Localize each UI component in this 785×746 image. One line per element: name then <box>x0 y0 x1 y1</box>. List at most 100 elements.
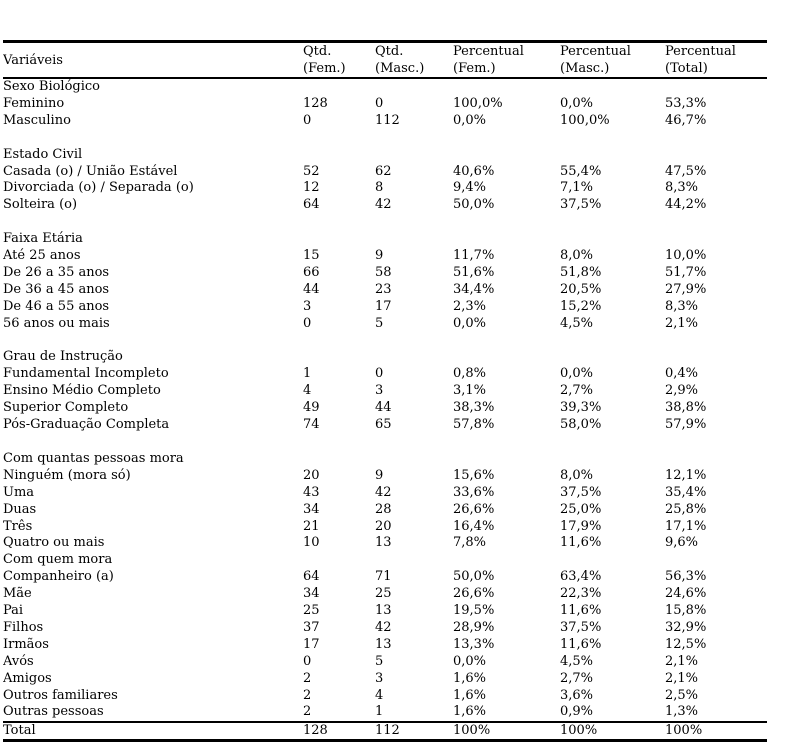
row-value: 12,1% <box>665 467 707 483</box>
row-value: 2 <box>303 670 312 686</box>
row-value: 44,2% <box>665 197 707 213</box>
row-value: 2,7% <box>560 383 594 399</box>
row-value: 34 <box>303 501 320 517</box>
table-row: De 36 a 45 anos 44 23 34,4% 20,5% 27,9% <box>3 282 767 299</box>
row-value: 13 <box>375 603 392 619</box>
row-value: 4 <box>303 383 312 399</box>
gap-cell <box>3 130 767 147</box>
row-value: 17 <box>303 636 320 652</box>
row-value: 0,9% <box>560 704 594 720</box>
row-value: 50,0% <box>453 569 495 585</box>
row-value: 21 <box>303 518 320 534</box>
table-row: Até 25 anos 15 9 11,7% 8,0% 10,0% <box>3 248 767 265</box>
row-value: 2,7% <box>560 670 594 686</box>
row-value: 0,0% <box>453 112 487 128</box>
row-value: 71 <box>375 569 392 585</box>
row-value: 100,0% <box>560 112 610 128</box>
row-value: 0,0% <box>560 95 594 111</box>
column-header-percentual-total: Percentual (Total) <box>665 41 767 79</box>
row-value: 42 <box>375 619 392 635</box>
row-value: 28 <box>375 501 392 517</box>
row-value: 112 <box>375 112 400 128</box>
row-value: 49 <box>303 400 320 416</box>
gap-row <box>3 333 767 350</box>
total-label: Total <box>3 721 303 741</box>
row-label: De 26 a 35 anos <box>3 264 110 280</box>
table-row: Superior Completo 49 44 38,3% 39,3% 38,8% <box>3 400 767 417</box>
row-value: 7,1% <box>560 180 594 196</box>
gap-row <box>3 214 767 231</box>
row-value: 12 <box>303 180 320 196</box>
table-row: 56 anos ou mais 0 5 0,0% 4,5% 2,1% <box>3 316 767 333</box>
row-value: 25,0% <box>560 501 602 517</box>
section-label: Sexo Biológico <box>3 79 100 94</box>
row-label: Amigos <box>3 670 52 686</box>
row-value: 1 <box>375 704 384 720</box>
total-percentual-fem: 100% <box>453 721 560 741</box>
row-value: 64 <box>303 197 320 213</box>
row-value: 17 <box>375 298 392 314</box>
row-value: 26,6% <box>453 501 495 517</box>
gap-cell <box>3 214 767 231</box>
row-value: 51,6% <box>453 264 495 280</box>
row-value: 37,5% <box>560 619 602 635</box>
row-value: 9,6% <box>665 535 699 551</box>
row-value: 0,4% <box>665 366 699 382</box>
row-value: 17,9% <box>560 518 602 534</box>
row-value: 0 <box>303 315 312 331</box>
row-value: 20,5% <box>560 281 602 297</box>
row-value: 25 <box>375 586 392 602</box>
row-value: 11,6% <box>560 636 602 652</box>
row-label: Mãe <box>3 586 32 602</box>
row-value: 51,7% <box>665 264 707 280</box>
row-value: 9 <box>375 467 384 483</box>
row-label: Pai <box>3 603 24 619</box>
row-value: 25,8% <box>665 501 707 517</box>
row-label: Companheiro (a) <box>3 569 114 585</box>
row-label: De 46 a 55 anos <box>3 298 110 314</box>
row-label: Outras pessoas <box>3 704 104 720</box>
row-value: 62 <box>375 163 392 179</box>
total-qtd-fem: 128 <box>303 721 375 741</box>
row-value: 8,0% <box>560 467 594 483</box>
row-value: 26,6% <box>453 586 495 602</box>
row-value: 38,3% <box>453 400 495 416</box>
row-value: 33,6% <box>453 484 495 500</box>
row-value: 0,8% <box>453 366 487 382</box>
row-value: 25 <box>303 603 320 619</box>
row-value: 1,6% <box>453 687 487 703</box>
row-value: 35,4% <box>665 484 707 500</box>
row-value: 2,1% <box>665 653 699 669</box>
table-row: Avós 0 5 0,0% 4,5% 2,1% <box>3 654 767 671</box>
row-value: 5 <box>375 315 384 331</box>
row-value: 0,0% <box>560 366 594 382</box>
column-header-percentual-masc: Percentual (Masc.) <box>560 41 665 79</box>
table-row: Ninguém (mora só) 20 9 15,6% 8,0% 12,1% <box>3 468 767 485</box>
table-row: Mãe 34 25 26,6% 22,3% 24,6% <box>3 586 767 603</box>
table-header: Variáveis Qtd. (Fem.) Qtd. (Masc.) Perce… <box>3 41 767 79</box>
row-value: 39,3% <box>560 400 602 416</box>
row-value: 34 <box>303 586 320 602</box>
row-value: 4,5% <box>560 653 594 669</box>
row-value: 58 <box>375 264 392 280</box>
table-row: Divorciada (o) / Separada (o) 12 8 9,4% 7,1%… <box>3 180 767 197</box>
row-value: 13 <box>375 636 392 652</box>
row-value: 2,1% <box>665 670 699 686</box>
section-label: Com quem mora <box>3 552 113 568</box>
column-header-label: Variáveis <box>3 52 63 68</box>
column-header-qtd-fem: Qtd. (Fem.) <box>303 41 375 79</box>
row-value: 57,8% <box>453 417 495 433</box>
row-value: 0 <box>375 95 384 111</box>
row-value: 42 <box>375 197 392 213</box>
row-value: 24,6% <box>665 586 707 602</box>
gap-cell <box>3 333 767 350</box>
row-value: 37,5% <box>560 197 602 213</box>
row-value: 37 <box>303 619 320 635</box>
table-row: Amigos 2 3 1,6% 2,7% 2,1% <box>3 671 767 688</box>
total-qtd-masc: 112 <box>375 721 453 741</box>
row-value: 28,9% <box>453 619 495 635</box>
row-label: Outros familiares <box>3 687 118 703</box>
row-value: 44 <box>303 281 320 297</box>
row-value: 9,4% <box>453 180 487 196</box>
row-value: 11,7% <box>453 248 495 264</box>
